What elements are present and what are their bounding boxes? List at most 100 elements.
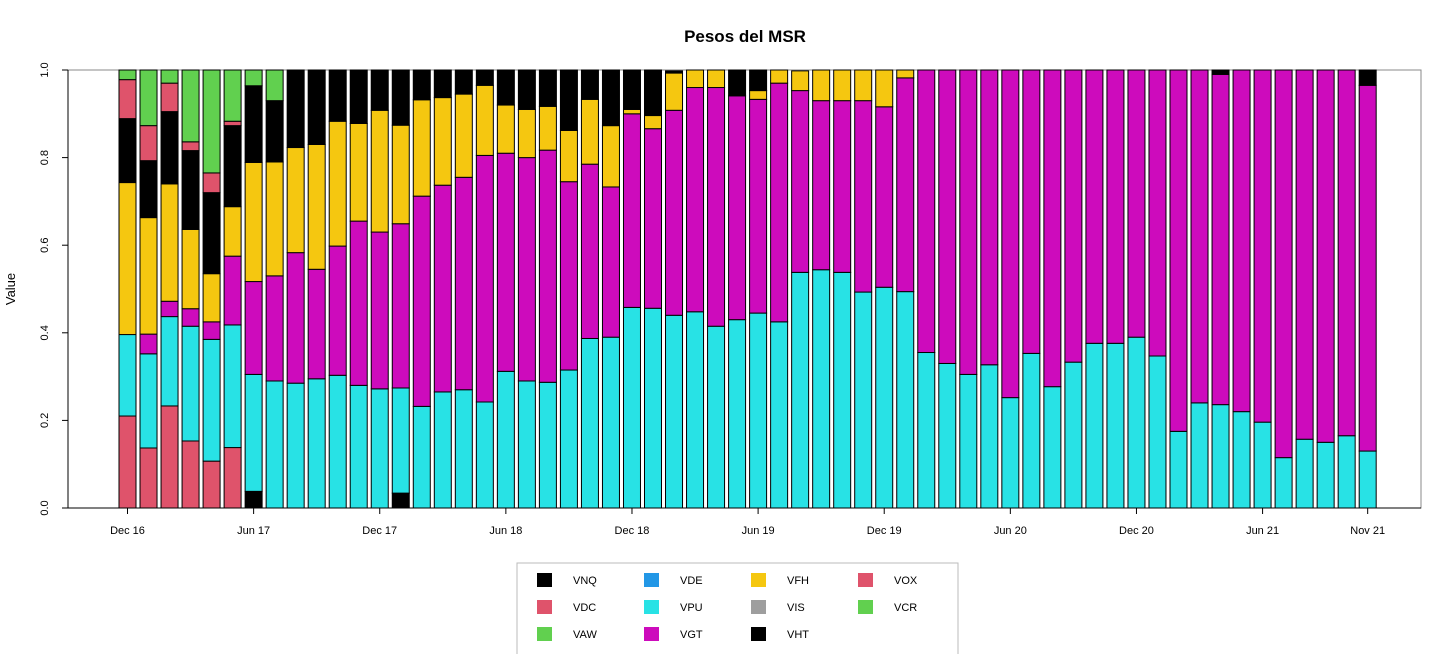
bar-segment-vpu [559, 369, 578, 509]
y-tick-label: 0.4 [39, 325, 51, 340]
bar-segment-vox [139, 125, 158, 162]
bar-segment-vgt [1316, 69, 1335, 443]
bar-segment-vdc [202, 460, 221, 509]
bar-segment-vgt [896, 77, 915, 293]
bar-segment-vnq [601, 69, 620, 127]
legend-swatch-vaw [537, 627, 552, 641]
bar-segment-vfh [202, 273, 221, 323]
bar-segment-vcr [118, 69, 137, 81]
bar-segment-vdc [160, 405, 179, 509]
bar-segment-vnq [517, 69, 536, 110]
bar-segment-vpu [1043, 386, 1062, 509]
legend-swatch-vcr [858, 600, 873, 614]
bar-segment-vnq [265, 100, 284, 163]
bar-segment-vfh [454, 93, 473, 178]
bar-segment-vnq [580, 69, 599, 100]
bar-segment-vgt [854, 100, 873, 293]
bar-segment-vpu [854, 291, 873, 509]
bar-segment-vfh [749, 90, 768, 100]
bar-segment-vpu [391, 387, 410, 494]
legend-label-vox: VOX [894, 575, 918, 587]
bar-segment-vgt [770, 82, 789, 323]
x-tick-label: Jun 20 [994, 525, 1027, 537]
bar-segment-vox [181, 141, 200, 152]
bar-segment-vpu [601, 336, 620, 509]
bar-segment-vcr [160, 69, 179, 84]
bar-segment-vpu [118, 334, 137, 417]
bar-segment-vpu [307, 378, 326, 509]
bar-segment-vgt [538, 149, 557, 383]
legend-label-vaw: VAW [573, 629, 597, 641]
bar-segment-vcr [265, 69, 284, 102]
bar-segment-vnq [160, 111, 179, 185]
bar-segment-vfh [496, 104, 515, 154]
bar-segment-vpu [938, 362, 957, 509]
bar-segment-vgt [1295, 69, 1314, 440]
legend: VNQ VDE VFH VOX VDC VPU VIS VCR VAW VGT VHT [516, 562, 959, 654]
x-tick-label: Jun 21 [1246, 525, 1279, 537]
y-tick-label: 0.6 [39, 238, 51, 253]
bar-segment-vgt [559, 181, 578, 371]
x-tick-label: Dec 16 [110, 525, 145, 537]
bar-segment-vgt [1337, 69, 1356, 437]
bar-segment-vht [391, 492, 410, 509]
bar-segment-vgt [833, 100, 852, 273]
bar-segment-vfh [559, 129, 578, 183]
bar-segment-vpu [875, 286, 894, 509]
bar-segment-vfh [412, 99, 431, 197]
bar-segment-vcr [223, 69, 242, 122]
bar-segment-vgt [475, 154, 494, 403]
bar-segment-vpu [244, 373, 263, 492]
legend-swatch-vgt [644, 627, 659, 641]
bar-segment-vgt [1022, 69, 1041, 354]
bar-segment-vpu [1274, 457, 1293, 509]
bar-segment-vfh [349, 122, 368, 222]
legend-label-vfh: VFH [787, 575, 809, 587]
bar-segment-vgt [622, 113, 641, 308]
bar-segment-vpu [349, 384, 368, 509]
bar-segment-vgt [665, 109, 684, 316]
bar-segment-vgt [286, 252, 305, 384]
bar-segment-vdc [118, 415, 137, 509]
bar-segment-vpu [580, 337, 599, 509]
bar-segment-vgt [433, 184, 452, 393]
bar-segment-vfh [370, 109, 389, 233]
bar-segment-vpu [896, 291, 915, 509]
x-tick-label: Dec 19 [867, 525, 902, 537]
bar-segment-vpu [1085, 342, 1104, 509]
bar-segment-vnq [665, 70, 684, 74]
bar-segment-vgt [1169, 69, 1188, 432]
bar-segment-vgt [686, 87, 705, 313]
bar-segment-vdc [139, 447, 158, 509]
bar-segment-vgt [370, 231, 389, 390]
bar-segment-vnq [370, 69, 389, 111]
x-tick-label: Nov 21 [1350, 525, 1385, 537]
bar-segment-vgt [601, 186, 620, 338]
bar-segment-vgt [244, 281, 263, 375]
bar-segment-vfh [770, 69, 789, 84]
bar-segment-vgt [1106, 69, 1125, 344]
legend-label-vpu: VPU [680, 602, 703, 614]
legend-swatch-vpu [644, 600, 659, 614]
bar-segment-vfh [181, 228, 200, 310]
bar-segment-vgt [580, 163, 599, 339]
bar-segment-vgt [1148, 69, 1167, 357]
legend-label-vdc: VDC [573, 602, 596, 614]
bar-segment-vnq [244, 85, 263, 163]
bar-segment-vpu [791, 271, 810, 509]
bar-segment-vgt [1253, 69, 1272, 423]
bar-segment-vfh [644, 115, 662, 130]
bar-segment-vcr [139, 69, 158, 127]
y-tick-label: 0.8 [39, 150, 51, 165]
bar-segment-vpu [622, 306, 641, 509]
legend-label-vde: VDE [680, 575, 703, 587]
bar-segment-vfh [244, 161, 263, 283]
bar-segment-vpu [1064, 361, 1083, 509]
bar-segment-vgt [412, 195, 431, 407]
bar-segment-vnq [202, 192, 221, 275]
bar-segment-vht [244, 490, 263, 509]
bar-segment-vgt [517, 157, 536, 382]
bar-segment-vgt [307, 268, 326, 380]
bar-segment-vfh [118, 182, 137, 336]
bar-segment-vgt [749, 98, 768, 314]
